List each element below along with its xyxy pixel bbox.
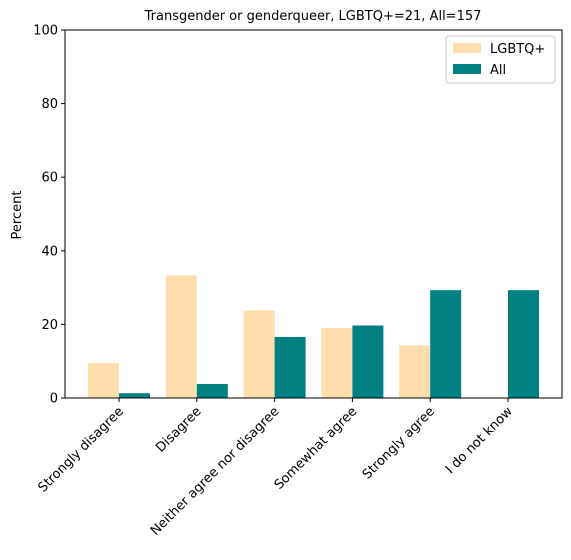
x-tick-label: I do not know [443, 404, 516, 477]
legend-label: All [490, 63, 506, 78]
bar-lgbtq--3 [321, 328, 353, 398]
legend-swatch-lgbtq- [453, 43, 481, 53]
x-tick-label: Disagree [153, 404, 204, 455]
bar-all-0 [119, 393, 150, 398]
y-tick-label: 0 [50, 392, 58, 407]
y-axis-label: Percent [10, 191, 25, 240]
x-tick-label: Somewhat agree [272, 404, 361, 493]
bar-lgbtq--2 [243, 310, 275, 398]
bar-lgbtq--0 [88, 363, 119, 398]
x-tick-label: Neither agree nor disagree [148, 404, 282, 538]
y-tick-label: 20 [41, 318, 58, 333]
legend: LGBTQ+ All [445, 35, 556, 84]
y-tick-label: 100 [33, 24, 58, 39]
x-tick-label: Strongly disagree [35, 404, 126, 495]
legend-label: LGBTQ+ [490, 42, 545, 57]
x-tick-label: Strongly agree [360, 404, 438, 482]
bar-all-5 [508, 290, 539, 398]
y-tick-label: 40 [41, 244, 58, 259]
bar-all-1 [196, 384, 228, 398]
legend-swatch-all [453, 64, 481, 74]
bar-all-4 [430, 290, 462, 398]
chart-title: Transgender or genderqueer, LGBTQ+=21, A… [144, 9, 482, 24]
bar-all-2 [274, 336, 306, 398]
bar-lgbtq--1 [165, 275, 197, 398]
y-ticks-group: 0 20 40 60 80 100 [33, 24, 65, 407]
bar-lgbtq--4 [399, 345, 431, 398]
bar-all-3 [352, 325, 384, 398]
plot-frame [64, 29, 563, 399]
y-tick-label: 80 [41, 97, 58, 112]
bars-group [88, 275, 539, 398]
y-tick-label: 60 [41, 171, 58, 186]
